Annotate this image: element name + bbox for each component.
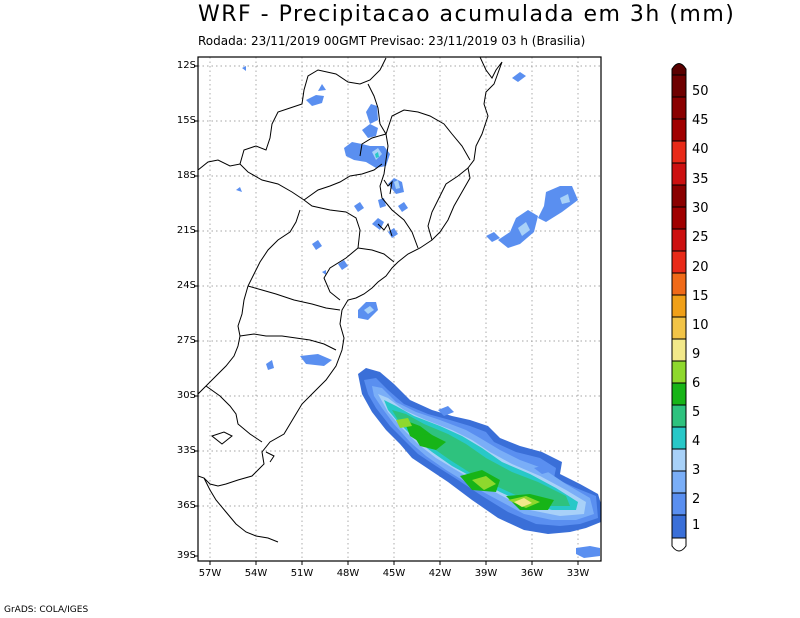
lat-label: 21S: [176, 225, 196, 236]
lat-label: 15S: [176, 115, 196, 126]
colorbar-label: 15: [692, 289, 709, 304]
lon-label: 33W: [566, 568, 590, 579]
precip-cells-land: [236, 66, 408, 275]
lat-label: 24S: [176, 280, 196, 291]
colorbar-cap-bottom: [671, 537, 687, 552]
lon-label: 42W: [428, 568, 452, 579]
colorbar-label: 40: [692, 142, 709, 157]
lon-label: 45W: [382, 568, 406, 579]
colorbar-label: 30: [692, 201, 709, 216]
colorbar-label: 5: [692, 405, 701, 420]
lat-label: 30S: [176, 390, 196, 401]
colorbar-label: 20: [692, 260, 709, 275]
colorbar-label: 4: [692, 434, 701, 449]
grads-credit: GrADS: COLA/IGES: [4, 605, 89, 615]
colorbar-label: 45: [692, 113, 709, 128]
colorbar-label: 10: [692, 318, 709, 333]
colorbar-label: 3: [692, 463, 701, 478]
colorbar-label: 9: [692, 347, 701, 362]
colorbar-label: 6: [692, 376, 701, 391]
lon-label: 48W: [336, 568, 360, 579]
colorbar-label: 35: [692, 172, 709, 187]
lon-label: 51W: [290, 568, 314, 579]
colorbar-cap-top: [671, 63, 687, 76]
lat-label: 18S: [176, 170, 196, 181]
lon-label: 36W: [520, 568, 544, 579]
colorbar-label: 50: [692, 84, 709, 99]
map-title: WRF - Precipitacao acumulada em 3h (mm): [198, 2, 736, 27]
lat-label: 12S: [176, 60, 196, 71]
precip-frontal-band: [358, 368, 601, 534]
map-subtitle: Rodada: 23/11/2019 00GMT Previsao: 23/11…: [198, 34, 586, 48]
colorbar-label: 1: [692, 518, 701, 533]
coastline-borders: [198, 57, 503, 543]
lat-label: 27S: [176, 335, 196, 346]
colorbar-label: 25: [692, 230, 709, 245]
colorbar-label: 2: [692, 492, 701, 507]
lon-label: 39W: [474, 568, 498, 579]
colorbar: [671, 63, 687, 552]
lat-label: 39S: [176, 550, 196, 561]
map-frame: [197, 56, 602, 562]
lat-label: 36S: [176, 500, 196, 511]
lon-label: 54W: [244, 568, 268, 579]
lon-label: 57W: [198, 568, 222, 579]
lat-label: 33S: [176, 445, 196, 456]
